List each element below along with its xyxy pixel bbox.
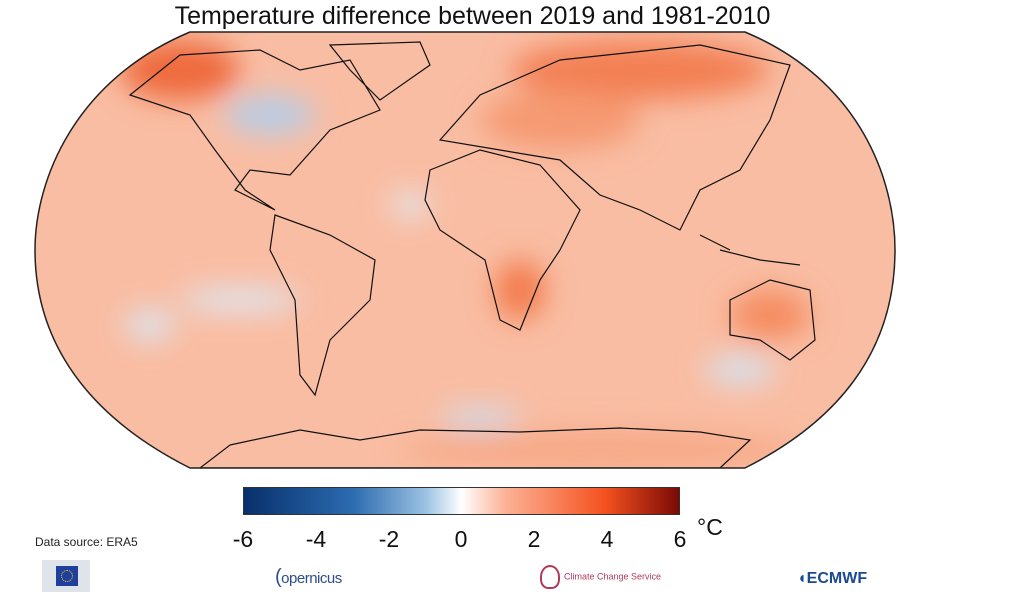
colorbar-tick: 0	[454, 526, 468, 552]
anomaly-field	[120, 40, 810, 468]
c3s-logo: Climate Change Service	[540, 565, 661, 589]
temperature-anomaly-map	[34, 31, 896, 469]
colorbar-tick: -2	[378, 526, 400, 552]
colorbar-tick: -4	[305, 526, 327, 552]
copernicus-logo: (opernicus	[275, 566, 342, 588]
ecmwf-logo-text: ECMWF	[806, 570, 868, 587]
colorbar	[243, 487, 680, 515]
eu-logo	[42, 560, 90, 592]
colorbar-tick: 6	[673, 526, 687, 552]
map-border	[34, 31, 896, 469]
copernicus-logo-text: opernicus	[281, 570, 342, 587]
anomaly-background	[35, 32, 895, 468]
coastlines	[128, 41, 816, 468]
colorbar-tick: 4	[600, 526, 614, 552]
colorbar-tick: -6	[232, 526, 254, 552]
map-title: Temperature difference between 2019 and …	[174, 2, 771, 30]
c3s-emblem-icon	[540, 565, 560, 589]
c3s-logo-text: Climate Change Service	[564, 571, 662, 582]
colorbar-unit: °C	[697, 514, 723, 540]
colorbar-tick: 2	[527, 526, 541, 552]
eu-flag-icon	[56, 566, 78, 586]
ecmwf-logo: ◖ECMWF	[797, 570, 868, 587]
data-source: Data source: ERA5	[35, 535, 138, 549]
